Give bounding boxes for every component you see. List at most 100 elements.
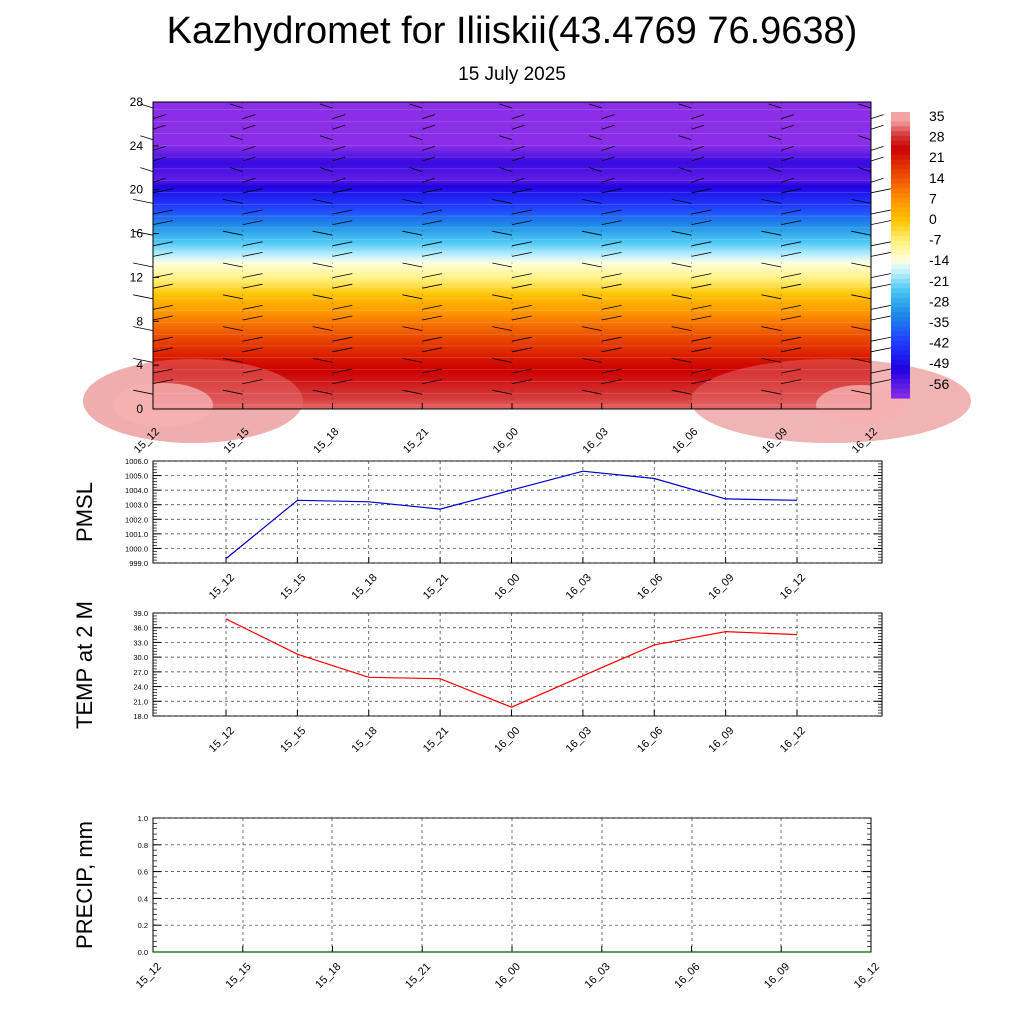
wind-barb [140,135,154,141]
colorbar-segment [891,312,910,318]
wind-barb [870,283,891,289]
panel2-x-tick-label: 16_06 [635,725,665,755]
wind-barb [152,368,173,374]
wind-barb [422,124,435,130]
wind-barb [870,156,884,162]
wind-barb [332,114,346,119]
wind-barb [242,273,263,278]
wind-barb [242,336,263,342]
panel1-x-tick-label: 15_15 [278,572,308,602]
heatmap-x-tick-label: 16_06 [670,426,700,456]
panel3-x-tick-label: 16_06 [672,961,702,991]
wind-barb [332,368,353,374]
colorbar-segment [891,126,910,132]
wind-barb [511,124,525,130]
colorbar-segment [891,374,910,380]
panel2-frame [152,612,883,717]
colorbar-label: -7 [929,232,942,248]
colorbar-segment [891,302,910,309]
wind-barb [242,114,256,119]
wind-barb [851,262,872,268]
wind-barb [511,379,532,384]
wind-barb [781,252,802,257]
panel2-y-tick-label: 33.0 [133,638,148,647]
wind-barb [140,167,154,172]
colorbar-segment [891,150,910,156]
wind-barb [768,135,782,141]
wind-barb [691,305,712,310]
wind-barb [781,188,802,194]
wind-barb [671,262,692,268]
panel3-x-tick-label: 15_15 [224,961,254,991]
wind-barb [332,336,353,342]
colorbar-segment [891,383,910,390]
wind-barb [492,294,513,300]
colorbar-segment [891,221,910,227]
wind-barb [499,103,513,109]
wind-barb [332,156,346,162]
panel3-x-tick-label: 16_00 [493,961,523,991]
wind-barb [601,368,622,374]
panel2-y-tick-label: 21.0 [133,697,148,706]
wind-barb [511,146,525,151]
wind-barb [242,305,263,310]
panel1-series-line [225,470,798,560]
wind-barb [499,167,513,172]
colorbar-segment [891,178,910,185]
wind-barb [870,209,891,215]
colorbar-label: -28 [929,293,949,309]
wind-barb [492,262,513,268]
panel1-y-tick-label: 1005.0 [125,472,148,481]
panel3-x-tick-label: 15_21 [403,961,433,991]
wind-barb [319,103,333,109]
colorbar-segment [891,131,910,137]
colorbar-segment [891,331,910,337]
heatmap-warm-pool-right-core [816,385,906,425]
colorbar-segment [891,393,910,399]
wind-barb [152,283,173,289]
wind-barb [511,273,532,278]
wind-barb [601,252,622,257]
wind-barb [332,220,353,225]
colorbar-segment [891,159,910,166]
panel2-series-line [225,618,798,708]
panel2-x-tick-label: 15_12 [207,725,237,755]
wind-barb [422,252,443,257]
wind-barb [222,262,243,268]
wind-barb [242,220,263,225]
panel1-x-tick-label: 16_00 [492,572,522,602]
wind-barb [691,252,712,257]
panel1-y-tick-label: 1004.0 [125,486,148,495]
wind-barb [671,389,692,395]
wind-barb [781,146,794,151]
wind-barb [332,188,353,194]
wind-barb [511,188,532,194]
panel1-x-tick-label: 16_12 [778,572,808,602]
wind-barb [678,103,692,109]
wind-barb [781,220,802,225]
panel2-y-tick-label: 39.0 [133,609,148,618]
wind-barb [781,347,802,353]
wind-barb [242,177,256,183]
panel1-y-tick-label: 1003.0 [125,501,148,510]
panel1-x-tick-label: 16_06 [635,572,665,602]
chart-title: Kazhydromet for Iliiskii(43.4769 76.9638… [166,10,858,52]
wind-barb [422,241,443,247]
wind-barb [319,135,333,141]
colorbar-segment [891,378,910,385]
wind-barb [319,167,333,172]
colorbar-segment [891,231,910,237]
wind-barb [781,379,802,384]
wind-barb [691,315,712,321]
colorbar-segment [891,359,910,366]
wind-barb [422,177,435,183]
wind-barb [870,220,891,225]
wind-barb [152,347,173,353]
colorbar-segment [891,278,910,285]
wind-barb [511,315,532,321]
colorbar-segment [891,336,910,342]
wind-barb [152,241,173,247]
wind-barb [422,347,443,353]
wind-barb [242,252,263,257]
wind-barb [402,294,423,300]
